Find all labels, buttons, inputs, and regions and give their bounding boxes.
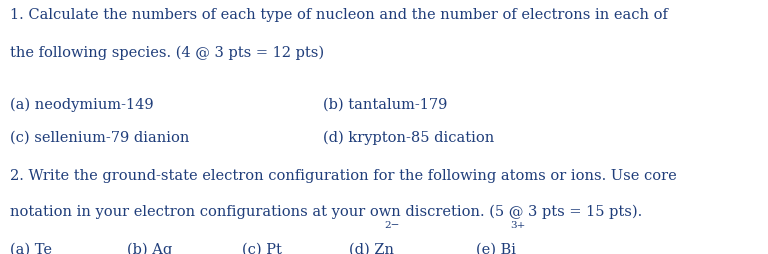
Text: (e) Bi: (e) Bi: [476, 243, 516, 254]
Text: 2. Write the ground-state electron configuration for the following atoms or ions: 2. Write the ground-state electron confi…: [10, 169, 677, 183]
Text: (a) neodymium-149: (a) neodymium-149: [10, 98, 154, 112]
Text: (a) Te: (a) Te: [10, 243, 52, 254]
Text: (c) sellenium-79 dianion: (c) sellenium-79 dianion: [10, 131, 190, 145]
Text: (b) Ag: (b) Ag: [127, 243, 172, 254]
Text: the following species. (4 @ 3 pts = 12 pts): the following species. (4 @ 3 pts = 12 p…: [10, 46, 324, 60]
Text: (b) tantalum-179: (b) tantalum-179: [323, 98, 447, 112]
Text: 2−: 2−: [385, 221, 400, 230]
Text: 3+: 3+: [511, 221, 526, 230]
Text: (d) Zn: (d) Zn: [349, 243, 395, 254]
Text: 1. Calculate the numbers of each type of nucleon and the number of electrons in : 1. Calculate the numbers of each type of…: [10, 8, 668, 22]
Text: notation in your electron configurations at your own discretion. (5 @ 3 pts = 15: notation in your electron configurations…: [10, 204, 642, 219]
Text: (c) Pt: (c) Pt: [242, 243, 282, 254]
Text: (d) krypton-85 dication: (d) krypton-85 dication: [323, 131, 494, 145]
